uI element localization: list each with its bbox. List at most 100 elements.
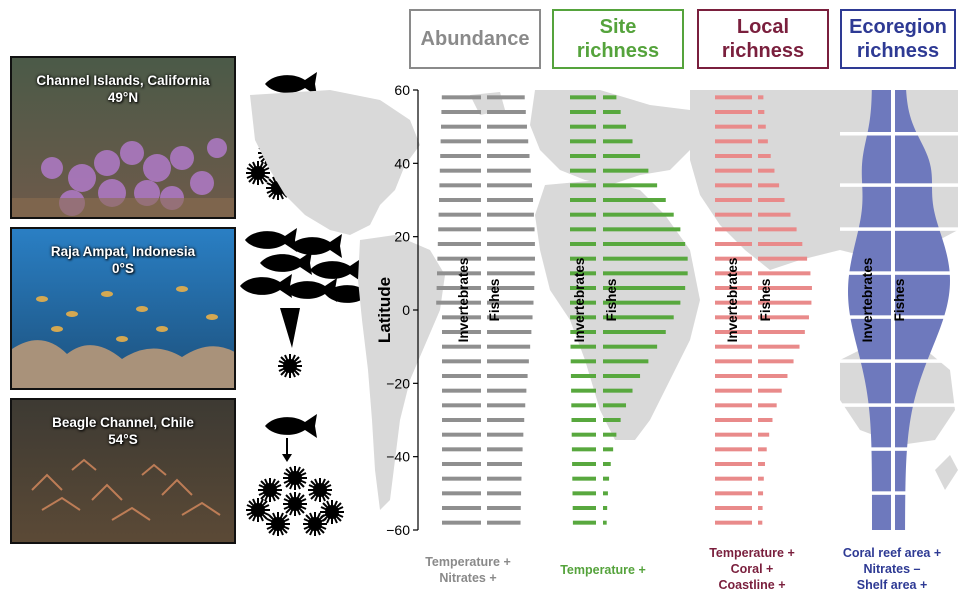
bar (603, 374, 641, 378)
bar (441, 124, 481, 129)
bar (570, 242, 596, 246)
bar (487, 242, 535, 246)
photo-raja-ampat: Raja Ampat, Indonesia 0°S (10, 227, 236, 390)
bar (487, 418, 525, 422)
bar (570, 168, 596, 173)
bar (487, 95, 525, 100)
bar (758, 506, 763, 510)
bar (571, 447, 596, 452)
bar (603, 183, 658, 188)
bar (603, 344, 658, 349)
bar-divider (840, 227, 958, 231)
bar (603, 124, 627, 129)
bar-divider (840, 132, 958, 136)
latitude-axis: Latitude 60 40 20 0 −20 −40 −60 (375, 82, 419, 538)
bar (715, 374, 752, 378)
y-tick-label: 60 (394, 82, 410, 98)
bar (437, 242, 481, 246)
bar (571, 418, 596, 422)
bar (441, 95, 481, 100)
bar (715, 183, 752, 188)
bar (715, 462, 752, 466)
bar (570, 124, 596, 129)
panel-title: Abundance (420, 28, 530, 50)
bar (603, 476, 610, 481)
bar (758, 154, 771, 158)
bar (570, 139, 596, 144)
landmass (358, 235, 445, 510)
bar (487, 198, 534, 202)
photo-caption: Channel Islands, California 49°N (36, 73, 210, 105)
bar (442, 388, 481, 393)
invertebrates-label: Invertebrates (456, 258, 471, 343)
bar (487, 388, 527, 393)
bar (442, 491, 481, 496)
bar (570, 110, 596, 114)
bar (570, 271, 596, 276)
bar (758, 271, 811, 276)
bar (603, 227, 681, 232)
y-tick-label: 40 (394, 155, 410, 171)
bar (715, 242, 752, 246)
bar (487, 403, 526, 408)
bar (758, 124, 766, 129)
bar (487, 374, 528, 378)
bar (758, 227, 797, 232)
bar (570, 300, 596, 305)
bar (603, 110, 621, 114)
bar (603, 139, 633, 144)
panel-footer-abundance: Temperature + Nitrates + (425, 555, 511, 585)
panel-footer-ecoregion-richness: Coral reef area + Nitrates – Shelf area + (842, 546, 942, 592)
bar (603, 286, 686, 290)
bar (603, 212, 674, 217)
bar (758, 359, 794, 364)
bar (715, 124, 752, 129)
bar-divider (840, 271, 958, 275)
bar (715, 520, 752, 525)
bar-split (891, 90, 895, 530)
bar (487, 447, 523, 452)
arrow-icon (280, 308, 300, 348)
bar (487, 256, 535, 261)
bar (758, 286, 812, 290)
bar (715, 491, 752, 496)
bar (442, 447, 481, 452)
bar (442, 462, 481, 466)
y-tick-label: 0 (402, 302, 410, 318)
bar (487, 344, 531, 349)
bar (442, 506, 481, 510)
photo-channel-islands-image (12, 58, 234, 217)
bar (442, 418, 481, 422)
bar (603, 315, 674, 320)
bar (715, 212, 752, 217)
bar (487, 183, 532, 188)
y-axis-title: Latitude (375, 277, 394, 343)
bar-divider (840, 491, 958, 495)
bar (715, 330, 752, 334)
bar (570, 154, 596, 158)
bar (603, 359, 649, 364)
invertebrates-label: Invertebrates (572, 258, 587, 343)
bar (487, 476, 522, 481)
bar (442, 315, 481, 320)
bar (487, 359, 529, 364)
bar (487, 432, 524, 437)
bar (758, 330, 805, 334)
bar (487, 491, 522, 496)
bar (437, 256, 481, 261)
panel-header-ecoregion-richness: Ecoregion richness (840, 9, 956, 69)
bar (438, 212, 481, 217)
bar (758, 110, 765, 114)
bar (715, 168, 752, 173)
bar (715, 154, 752, 158)
bar (758, 432, 770, 437)
bar-series-2 (715, 95, 812, 525)
bar (442, 403, 481, 408)
bar (715, 286, 752, 290)
bar (442, 359, 481, 364)
bar (715, 198, 752, 202)
photo-raja-ampat-image (12, 229, 234, 388)
bar (758, 168, 775, 173)
bar (570, 359, 596, 364)
bar (758, 476, 764, 481)
